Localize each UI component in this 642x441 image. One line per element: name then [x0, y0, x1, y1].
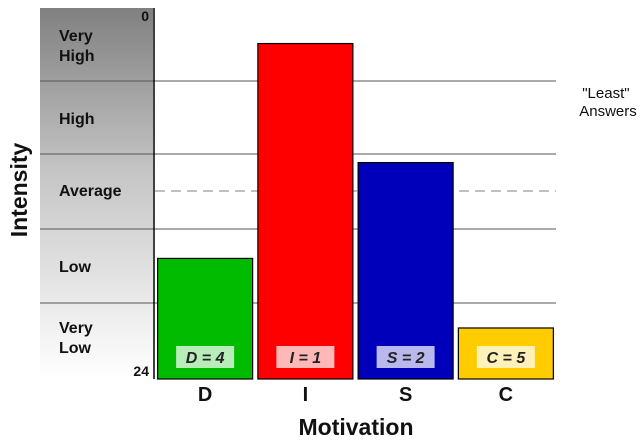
intensity-band-label: Very High: [59, 28, 95, 65]
y-axis-title: Intensity: [6, 143, 32, 238]
category-label-s: S: [399, 384, 412, 406]
y-scale-bottom-label: 24: [133, 363, 149, 379]
bar-value-label-box: [376, 346, 435, 368]
category-label-i: I: [303, 384, 309, 406]
intensity-band-label: Average: [59, 183, 122, 200]
intensity-band-label-line: Very: [59, 28, 93, 45]
intensity-band-label-line: Average: [59, 183, 122, 200]
least-answers-note: "Least" Answers: [579, 85, 637, 120]
bar-value-label: I = 1: [290, 350, 322, 367]
bar-value-label-box: [176, 346, 235, 368]
bar-value-label: C = 5: [487, 350, 527, 367]
y-scale-top-label: 0: [141, 8, 149, 24]
category-label-c: C: [499, 384, 513, 406]
intensity-band-label-line: High: [59, 48, 95, 65]
bar-value-label: S = 2: [387, 350, 425, 367]
intensity-band-label: Very Low: [59, 320, 93, 357]
band-labels: Very High High Average Low Very Low: [59, 28, 122, 357]
bar-s: [357, 161, 454, 380]
x-axis-title: Motivation: [299, 414, 414, 440]
intensity-band-label-line: Low: [59, 259, 92, 276]
intensity-band-label-line: High: [59, 111, 95, 128]
category-label-d: D: [198, 384, 212, 406]
bar-value-label-box: [276, 346, 335, 368]
intensity-band-label: Low: [59, 259, 92, 276]
intensity-band-label-line: Very: [59, 320, 93, 337]
bar-value-label: D = 4: [186, 350, 225, 367]
least-answers-note-line: Answers: [579, 103, 637, 120]
bar-i: [257, 42, 354, 380]
least-answers-note-line: "Least": [582, 85, 629, 102]
intensity-band-label: High: [59, 111, 95, 128]
bars: D = 4 I = 1 S = 2 C = 5: [157, 42, 554, 380]
bar-value-label-box: [476, 346, 535, 368]
intensity-band-label-line: Low: [59, 340, 92, 357]
intensity-scale-panel: [40, 8, 153, 379]
